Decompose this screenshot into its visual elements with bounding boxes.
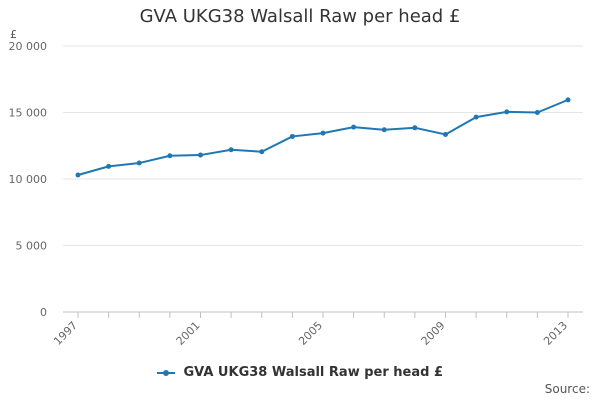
y-tick-label: 5 000 [16, 240, 48, 253]
data-point [259, 149, 265, 155]
x-tick-label: 2005 [296, 319, 325, 348]
data-point [381, 127, 387, 133]
legend-label: GVA UKG38 Walsall Raw per head £ [183, 365, 444, 380]
y-tick-label: 20 000 [9, 40, 48, 53]
y-tick-label: 10 000 [9, 173, 48, 186]
data-point [412, 125, 418, 131]
series-layer [75, 97, 571, 178]
data-point [75, 172, 81, 178]
y-tick-label: 15 000 [9, 107, 48, 120]
y-axis-unit-label: £ [10, 28, 17, 41]
data-point [473, 114, 479, 120]
legend-swatch [156, 369, 175, 377]
data-point [443, 131, 448, 137]
source-label: Source: [544, 382, 590, 396]
data-point [228, 147, 234, 153]
legend[interactable]: GVA UKG38 Walsall Raw per head £ [0, 365, 600, 380]
data-point [351, 124, 357, 130]
data-point [106, 163, 112, 169]
data-point [565, 97, 571, 103]
data-point [504, 109, 510, 115]
y-tick-label: 0 [40, 306, 47, 319]
legend-swatch-dot [162, 369, 169, 376]
series-line [77, 98, 569, 176]
data-point [534, 110, 540, 115]
data-point [289, 133, 295, 139]
x-tick-label: 1997 [51, 319, 80, 348]
x-tick-label: 2001 [174, 319, 203, 348]
data-point [136, 160, 142, 166]
data-point [198, 152, 203, 158]
x-tick-label: 2009 [419, 319, 448, 348]
chart-title: GVA UKG38 Walsall Raw per head £ [139, 6, 461, 27]
x-tick-label: 2013 [541, 319, 570, 348]
gridlines [63, 45, 583, 246]
data-point [320, 130, 326, 136]
axes: 0 5 000 10 000 15 000 20 000 1997 2001 2005 2009… [9, 40, 583, 348]
data-point [167, 153, 173, 159]
